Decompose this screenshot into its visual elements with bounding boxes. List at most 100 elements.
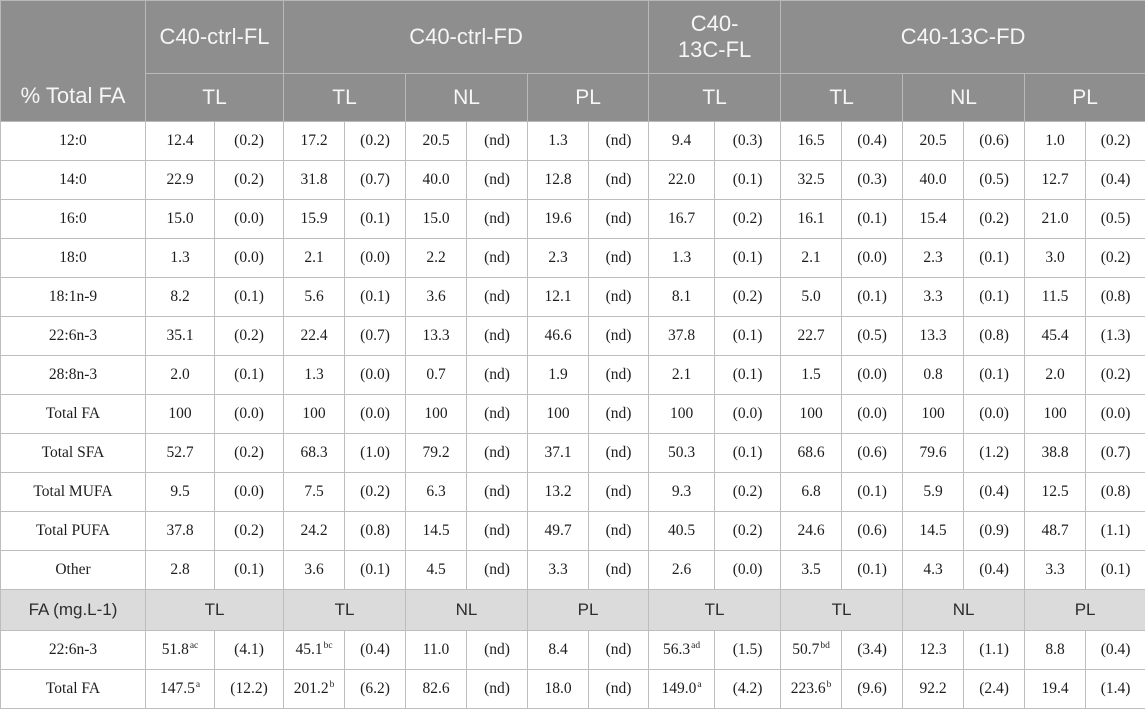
value-cell: 8.8: [1025, 631, 1086, 670]
sd-cell: (nd): [467, 551, 528, 590]
row-label: 12:0: [1, 122, 146, 161]
value-cell: 2.0: [146, 356, 215, 395]
sd-cell: (0.8): [345, 512, 406, 551]
value-cell: 2.3: [528, 239, 589, 278]
value-text: 49.7: [544, 522, 571, 539]
sd-cell: (nd): [467, 512, 528, 551]
value-text: 2.2: [426, 249, 445, 266]
value-text: 149.0: [662, 680, 697, 697]
value-text: 12.5: [1042, 483, 1069, 500]
sd-cell: (0.0): [842, 395, 903, 434]
value-text: 8.4: [548, 641, 567, 658]
value-text: 100: [168, 405, 191, 422]
value-cell: 68.3: [284, 434, 345, 473]
fraction-subheader-tl: TL: [649, 590, 781, 631]
value-cell: 1.0: [1025, 122, 1086, 161]
value-cell: 1.3: [649, 239, 715, 278]
sd-cell: (0.1): [842, 200, 903, 239]
sd-cell: (6.2): [345, 670, 406, 709]
value-text: 2.6: [672, 561, 691, 578]
sd-cell: (0.9): [964, 512, 1025, 551]
value-cell: 50.3: [649, 434, 715, 473]
value-cell: 100: [649, 395, 715, 434]
significance-superscript: b: [330, 680, 335, 690]
value-text: 14.5: [422, 522, 449, 539]
sd-cell: (0.2): [345, 122, 406, 161]
sd-cell: (nd): [467, 239, 528, 278]
sd-cell: (0.4): [964, 551, 1025, 590]
row-label: 22:6n-3: [1, 317, 146, 356]
value-text: 21.0: [1042, 210, 1069, 227]
value-cell: 4.3: [903, 551, 964, 590]
value-text: 5.9: [923, 483, 942, 500]
value-cell: 16.7: [649, 200, 715, 239]
value-cell: 12.3: [903, 631, 964, 670]
value-text: 22.7: [798, 327, 825, 344]
value-text: 1.5: [801, 366, 820, 383]
value-cell: 24.6: [781, 512, 842, 551]
sd-cell: (1.0): [345, 434, 406, 473]
value-text: 15.0: [166, 210, 193, 227]
sd-cell: (0.1): [964, 356, 1025, 395]
value-text: 32.5: [798, 171, 825, 188]
value-cell: 92.2: [903, 670, 964, 709]
fraction-header-nl: NL: [406, 74, 528, 122]
fraction-header-row: TL TL NL PL TL TL NL PL: [1, 74, 1145, 122]
value-text: 0.8: [923, 366, 942, 383]
value-cell: 15.0: [146, 200, 215, 239]
value-text: 50.7: [792, 641, 819, 658]
sd-cell: (0.2): [215, 434, 284, 473]
significance-superscript: bd: [820, 641, 830, 651]
sd-cell: (2.4): [964, 670, 1025, 709]
value-text: 2.3: [923, 249, 942, 266]
fraction-subheader-tl: TL: [146, 590, 284, 631]
row-label: 28:8n-3: [1, 356, 146, 395]
significance-superscript: bc: [324, 641, 333, 651]
value-cell: 201.2b: [284, 670, 345, 709]
sd-cell: (0.1): [715, 356, 781, 395]
sd-cell: (nd): [467, 122, 528, 161]
sd-cell: (nd): [467, 631, 528, 670]
value-cell: 100: [284, 395, 345, 434]
value-cell: 82.6: [406, 670, 467, 709]
value-cell: 8.1: [649, 278, 715, 317]
value-cell: 100: [781, 395, 842, 434]
value-text: 100: [670, 405, 693, 422]
group-header-row: % Total FA C40-ctrl-FL C40-ctrl-FD C40-1…: [1, 1, 1145, 74]
sd-cell: (nd): [467, 161, 528, 200]
value-text: 4.3: [923, 561, 942, 578]
value-text: 2.8: [170, 561, 189, 578]
sd-cell: (0.1): [842, 278, 903, 317]
row-label: Total MUFA: [1, 473, 146, 512]
fraction-header-tl: TL: [781, 74, 903, 122]
value-text: 15.0: [422, 210, 449, 227]
value-cell: 3.6: [406, 278, 467, 317]
sd-cell: (nd): [467, 395, 528, 434]
sd-cell: (0.3): [842, 161, 903, 200]
value-cell: 22.9: [146, 161, 215, 200]
value-text: 5.6: [304, 288, 323, 305]
value-text: 2.1: [304, 249, 323, 266]
sd-cell: (nd): [589, 631, 649, 670]
value-text: 46.6: [544, 327, 571, 344]
value-cell: 48.7: [1025, 512, 1086, 551]
fraction-subheader-pl: PL: [1025, 590, 1145, 631]
value-text: 22.9: [166, 171, 193, 188]
value-cell: 79.2: [406, 434, 467, 473]
value-text: 2.0: [1045, 366, 1064, 383]
value-cell: 2.6: [649, 551, 715, 590]
fraction-header-pl: PL: [528, 74, 649, 122]
sd-cell: (0.8): [1086, 278, 1145, 317]
fraction-header-nl: NL: [903, 74, 1025, 122]
sd-cell: (0.8): [1086, 473, 1145, 512]
value-text: 2.0: [170, 366, 189, 383]
value-text: 68.6: [798, 444, 825, 461]
